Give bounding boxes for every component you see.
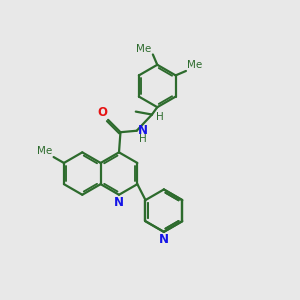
Text: H: H [155, 112, 163, 122]
Text: N: N [159, 233, 169, 246]
Text: N: N [137, 124, 148, 137]
Text: H: H [139, 134, 147, 144]
Text: Me: Me [187, 60, 202, 70]
Text: Me: Me [136, 44, 152, 54]
Text: N: N [114, 196, 124, 209]
Text: Me: Me [37, 146, 52, 156]
Text: O: O [97, 106, 107, 119]
